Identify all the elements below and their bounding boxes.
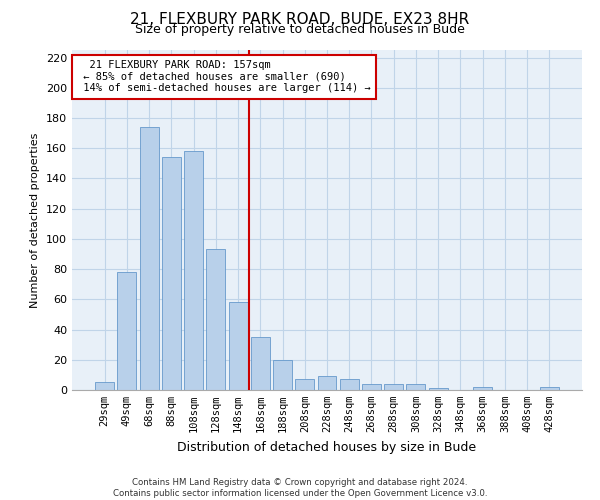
Bar xyxy=(206,250,225,390)
Bar xyxy=(273,360,292,390)
Bar xyxy=(295,380,314,390)
Text: 21 FLEXBURY PARK ROAD: 157sqm  
 ← 85% of detached houses are smaller (690)
 14%: 21 FLEXBURY PARK ROAD: 157sqm ← 85% of d… xyxy=(77,60,371,94)
Bar xyxy=(473,387,492,390)
Bar xyxy=(162,158,181,390)
Bar xyxy=(95,382,114,390)
Text: 21, FLEXBURY PARK ROAD, BUDE, EX23 8HR: 21, FLEXBURY PARK ROAD, BUDE, EX23 8HR xyxy=(130,12,470,28)
Bar xyxy=(406,384,425,390)
Bar xyxy=(118,272,136,390)
Bar xyxy=(184,151,203,390)
Bar xyxy=(317,376,337,390)
Bar xyxy=(140,127,158,390)
Bar xyxy=(362,384,381,390)
Bar xyxy=(429,388,448,390)
X-axis label: Distribution of detached houses by size in Bude: Distribution of detached houses by size … xyxy=(178,440,476,454)
Bar xyxy=(340,380,359,390)
Text: Size of property relative to detached houses in Bude: Size of property relative to detached ho… xyxy=(135,22,465,36)
Bar xyxy=(251,337,270,390)
Bar xyxy=(229,302,248,390)
Y-axis label: Number of detached properties: Number of detached properties xyxy=(31,132,40,308)
Bar xyxy=(540,387,559,390)
Text: Contains HM Land Registry data © Crown copyright and database right 2024.
Contai: Contains HM Land Registry data © Crown c… xyxy=(113,478,487,498)
Bar xyxy=(384,384,403,390)
